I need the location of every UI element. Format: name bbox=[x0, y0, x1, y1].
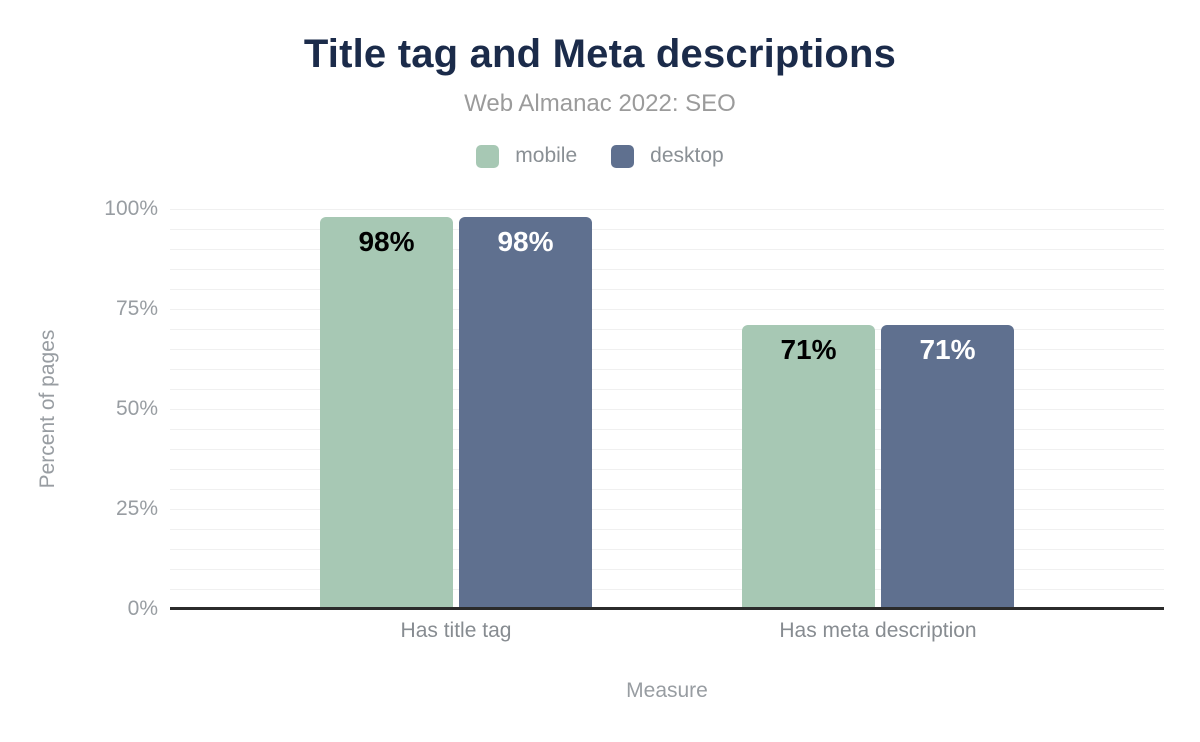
y-tick-label: 100% bbox=[104, 197, 158, 220]
chart-title: Title tag and Meta descriptions bbox=[303, 32, 897, 76]
bar-value-label: 98% bbox=[358, 226, 415, 257]
y-tick-label: 50% bbox=[115, 397, 158, 420]
chart-subtitle: Web Almanac 2022: SEO bbox=[464, 90, 736, 117]
bar-mobile-1: 98% bbox=[320, 217, 453, 609]
x-category-label-2: Has meta description bbox=[779, 619, 977, 642]
y-tick-label: 25% bbox=[115, 497, 158, 520]
bar-desktop-1: 98% bbox=[459, 217, 592, 609]
legend-label: desktop bbox=[650, 144, 724, 167]
bar-mobile-2: 71% bbox=[742, 325, 875, 609]
legend-label: mobile bbox=[515, 144, 578, 167]
y-tick-label: 0% bbox=[127, 597, 158, 620]
y-tick-label: 75% bbox=[115, 297, 158, 320]
x-axis-line bbox=[170, 607, 1164, 610]
x-axis-title: Measure bbox=[626, 679, 708, 702]
x-category-label-1: Has title tag bbox=[400, 619, 512, 642]
plot-area: 98% 98% 71% 71% bbox=[170, 209, 1164, 609]
legend-item-mobile: mobile bbox=[476, 144, 577, 168]
legend-swatch-desktop bbox=[611, 144, 635, 168]
bar-value-label: 98% bbox=[497, 226, 554, 257]
legend-item-desktop: desktop bbox=[611, 144, 724, 168]
bar-value-label: 71% bbox=[780, 334, 837, 365]
bar-value-label: 71% bbox=[919, 334, 976, 365]
bar-desktop-2: 71% bbox=[881, 325, 1014, 609]
legend: mobile desktop bbox=[0, 144, 1200, 168]
legend-swatch-mobile bbox=[476, 144, 500, 168]
